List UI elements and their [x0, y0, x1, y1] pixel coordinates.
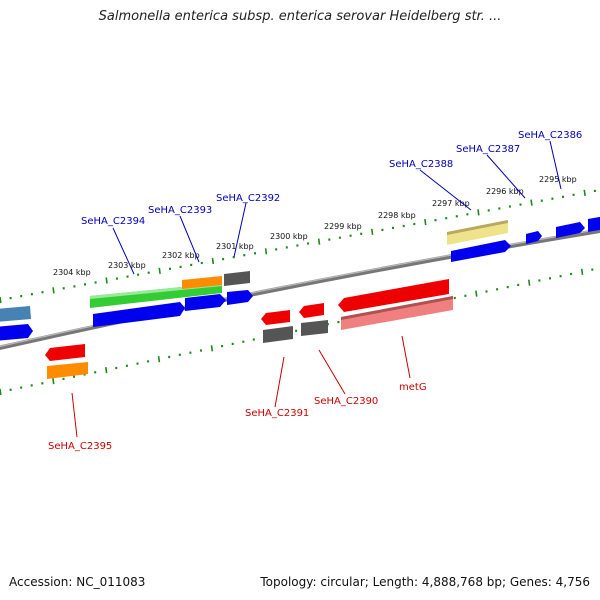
- tick-label-2300: 2300 kbp: [270, 232, 308, 241]
- leader-seha-c2395: [71, 392, 78, 438]
- ruler-upper-major-tick: [371, 228, 374, 235]
- leader-seha-c2386: [549, 140, 562, 190]
- feature-seha-c2393-blue[interactable]: [185, 294, 226, 311]
- leader-seha-c2390: [318, 349, 346, 395]
- label-leaders: [71, 140, 562, 438]
- feature-seha-c2392-blue[interactable]: [227, 290, 253, 305]
- leader-seha-c2394: [112, 227, 135, 275]
- ruler-lower-major-tick: [580, 268, 584, 275]
- feature-seha-c2394-blue[interactable]: [93, 302, 185, 327]
- gene-label-seha-c2388[interactable]: SeHA_C2388: [389, 159, 453, 170]
- feature-metg-pink[interactable]: [341, 296, 453, 330]
- ruler-lower-major-tick: [210, 345, 214, 352]
- gene-label-seha-c2390[interactable]: SeHA_C2390: [314, 396, 378, 407]
- feature-seha-c2393-orange[interactable]: [182, 276, 222, 289]
- feature-seha-c2395-orange[interactable]: [47, 362, 88, 379]
- feature-seha-c2388-blue[interactable]: [451, 240, 511, 262]
- ruler-upper-major-tick: [477, 209, 480, 216]
- feature-seha-c2388-khaki[interactable]: [447, 220, 508, 245]
- feature-metg-red[interactable]: [338, 279, 449, 312]
- tick-label-2295: 2295 kbp: [539, 175, 577, 184]
- gene-label-seha-c2392[interactable]: SeHA_C2392: [216, 193, 280, 204]
- ruler-ticks-upper: [0, 189, 596, 304]
- ruler-upper-major-tick: [264, 248, 268, 255]
- gene-label-seha-c2394[interactable]: SeHA_C2394: [81, 216, 145, 227]
- backbone: [0, 228, 600, 351]
- leader-metg: [401, 335, 411, 379]
- ruler-upper-major-tick: [52, 287, 55, 294]
- leader-seha-c2388: [419, 169, 472, 211]
- gene-label-seha-c2386[interactable]: SeHA_C2386: [518, 130, 582, 141]
- feature-blue-left[interactable]: [0, 324, 33, 341]
- ruler-upper-major-tick: [317, 238, 321, 245]
- feature-seha-c2391-red[interactable]: [261, 310, 290, 325]
- ruler-upper-major-tick: [0, 296, 2, 304]
- ruler-upper-major-tick: [211, 257, 215, 265]
- plus-strand-features: [0, 216, 600, 341]
- tick-label-2301: 2301 kbp: [216, 242, 254, 251]
- gene-label-metg[interactable]: metG: [399, 382, 427, 393]
- tick-label-2298: 2298 kbp: [378, 211, 416, 220]
- gene-label-seha-c2393[interactable]: SeHA_C2393: [148, 205, 212, 216]
- gene-label-seha-c2391[interactable]: SeHA_C2391: [245, 408, 309, 419]
- tick-label-2299: 2299 kbp: [324, 222, 362, 231]
- gene-label-seha-c2395[interactable]: SeHA_C2395: [48, 441, 112, 452]
- ruler-lower-major-tick: [475, 290, 478, 297]
- ruler-lower-major-tick: [105, 366, 108, 374]
- leader-seha-c2392: [233, 202, 247, 258]
- feature-seha-c2388-khaki-shade: [447, 220, 508, 235]
- ruler-lower-major-tick: [528, 279, 531, 286]
- map-title: Salmonella enterica subsp. enterica sero…: [98, 9, 502, 24]
- tick-label-2296: 2296 kbp: [486, 187, 524, 196]
- ruler-upper-major-tick: [530, 199, 533, 206]
- leader-seha-c2387: [486, 154, 526, 199]
- backbone-highlight: [0, 228, 600, 347]
- ruler-upper-major-tick: [583, 189, 586, 197]
- feature-seha-c2395-red[interactable]: [45, 344, 85, 361]
- feature-seha-c2390-gray[interactable]: [301, 320, 328, 336]
- ruler-lower-major-tick: [157, 356, 161, 363]
- gene-label-seha-c2387[interactable]: SeHA_C2387: [456, 144, 520, 155]
- leader-seha-c2391: [274, 356, 285, 408]
- feature-seha-c2386-blue[interactable]: [556, 222, 585, 238]
- feature-seha-c2387-blue[interactable]: [526, 231, 542, 244]
- ruler-lower-major-tick: [52, 377, 55, 385]
- tick-label-2302: 2302 kbp: [162, 251, 200, 260]
- ruler-lower-major-tick: [0, 388, 2, 396]
- feature-steel-left[interactable]: [0, 306, 31, 322]
- tick-label-2304: 2304 kbp: [53, 268, 91, 277]
- topology-summary: Topology: circular; Length: 4,888,768 bp…: [260, 575, 590, 589]
- tick-label-2303: 2303 kbp: [108, 261, 146, 270]
- leader-seha-c2393: [179, 215, 200, 263]
- ruler-upper-major-tick: [424, 218, 427, 226]
- feature-seha-c2392-gray[interactable]: [224, 271, 250, 286]
- minus-strand-features: [45, 279, 453, 379]
- tick-label-2297: 2297 kbp: [432, 199, 470, 208]
- ruler-labels: 2304 kbp 2303 kbp 2302 kbp 2301 kbp 2300…: [53, 175, 577, 277]
- feature-seha-c2390-red[interactable]: [299, 303, 324, 318]
- accession-text: Accession: NC_011083: [9, 575, 146, 589]
- gene-labels: SeHA_C2394 SeHA_C2393 SeHA_C2392 SeHA_C2…: [48, 130, 582, 452]
- feature-blue-right[interactable]: [588, 216, 600, 232]
- ruler-upper-major-tick: [105, 277, 108, 284]
- feature-seha-c2391-gray[interactable]: [263, 326, 293, 343]
- feature-metg-pink-shade: [341, 296, 453, 320]
- ruler-upper-major-tick: [158, 267, 161, 274]
